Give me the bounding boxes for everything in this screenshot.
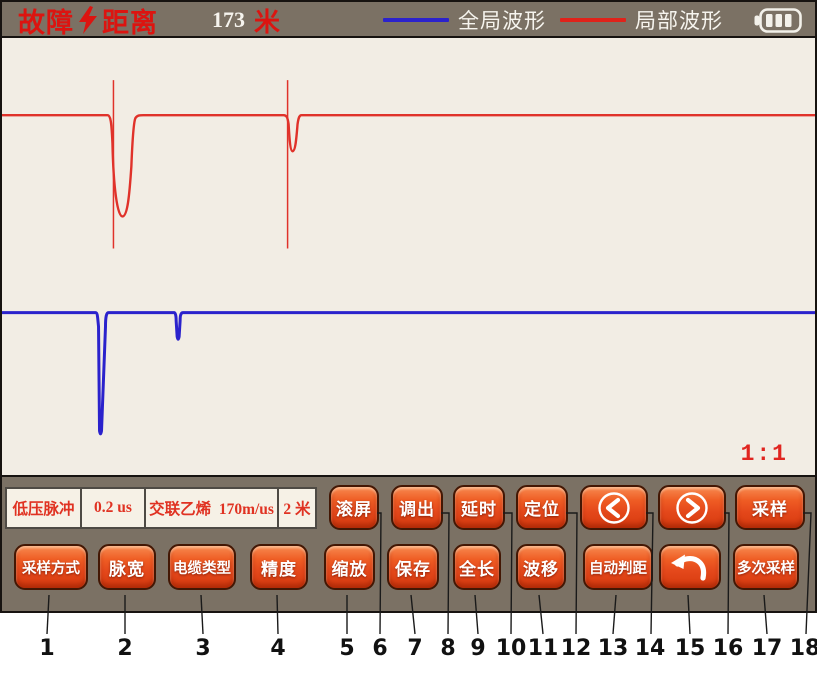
arrow-left-icon [598,491,630,524]
arrow-left-button[interactable] [580,485,648,530]
delay-button[interactable]: 延时 [453,485,505,530]
callout-number-14: 14 [634,636,666,661]
callout-number-16: 16 [712,636,744,661]
distance-readout: 173 米 [212,3,280,37]
device-screen: 故障 距离 173 米 全局波形 局部波形 [0,0,817,613]
wave-shift-button[interactable]: 波移 [516,544,566,590]
callout-number-6: 6 [372,636,388,661]
arrow-right-button[interactable] [658,485,726,530]
auto-distance-button[interactable]: 自动判距 [583,544,653,590]
distance-unit: 米 [254,7,281,37]
callout-number-3: 3 [195,636,211,661]
fault-distance-title: 故障 距离 [18,3,158,38]
annotation-strip: 1 2 3 4 5 6 7 8 9 10 11 12 13 14 15 16 1… [0,613,817,673]
arrow-right-icon [676,491,708,524]
legend: 全局波形 局部波形 [383,2,723,38]
local-waveform-label: 局部波形 [635,9,723,33]
callout-number-11: 11 [527,636,559,661]
callout-number-12: 12 [560,636,592,661]
global-waveform-label: 全局波形 [458,9,546,33]
title-prefix: 故障 [18,7,74,38]
undo-arrow-icon [671,554,707,581]
callout-number-2: 2 [117,636,133,661]
locate-button[interactable]: 定位 [516,485,568,530]
back-button[interactable] [659,544,721,590]
callout-number-10: 10 [495,636,527,661]
zoom-button[interactable]: 缩放 [324,544,375,590]
multi-sample-button[interactable]: 多次采样 [733,544,799,590]
waveform-display[interactable]: 1:1 [2,38,815,475]
status-cable-type: 交联乙烯 170m/us [144,489,277,527]
top-bar: 故障 距离 173 米 全局波形 局部波形 [2,2,815,38]
local-waveform-trace [2,113,815,218]
zoom-ratio-label: 1:1 [740,441,788,467]
pulse-width-button[interactable]: 脉宽 [98,544,156,590]
callout-number-13: 13 [597,636,629,661]
status-pulse-mode: 低压脉冲 [12,501,75,518]
distance-value: 173 [212,7,245,32]
status-precision: 2 米 [277,489,315,527]
callout-number-15: 15 [674,636,706,661]
global-waveform-swatch [383,18,449,22]
full-length-button[interactable]: 全长 [453,544,501,590]
save-button[interactable]: 保存 [387,544,439,590]
status-pulse-width: 0.2 us [80,489,144,527]
title-suffix: 距离 [102,7,158,38]
control-panel: 低压脉冲 0.2 us 交联乙烯 170m/us 2 米 滚屏 调出 延时 定位 [2,475,815,609]
recall-button[interactable]: 调出 [391,485,443,530]
precision-button[interactable]: 精度 [250,544,308,590]
lightning-bolt-icon [79,6,97,34]
callout-number-7: 7 [407,636,423,661]
status-bar: 低压脉冲 0.2 us 交联乙烯 170m/us 2 米 [5,487,317,529]
cable-type-button[interactable]: 电缆类型 [168,544,236,590]
callout-number-5: 5 [339,636,355,661]
global-waveform-trace [2,311,815,436]
waveform-plot [2,80,815,436]
scroll-screen-button[interactable]: 滚屏 [329,485,379,530]
battery-icon [754,8,802,33]
callout-number-9: 9 [470,636,486,661]
local-waveform-swatch [560,18,626,22]
sample-button[interactable]: 采样 [735,485,805,530]
callout-number-8: 8 [440,636,456,661]
callout-number-18: 18 [789,636,817,661]
sampling-mode-button[interactable]: 采样方式 [14,544,88,590]
callout-number-4: 4 [270,636,286,661]
callout-number-1: 1 [39,636,55,661]
callout-number-17: 17 [751,636,783,661]
